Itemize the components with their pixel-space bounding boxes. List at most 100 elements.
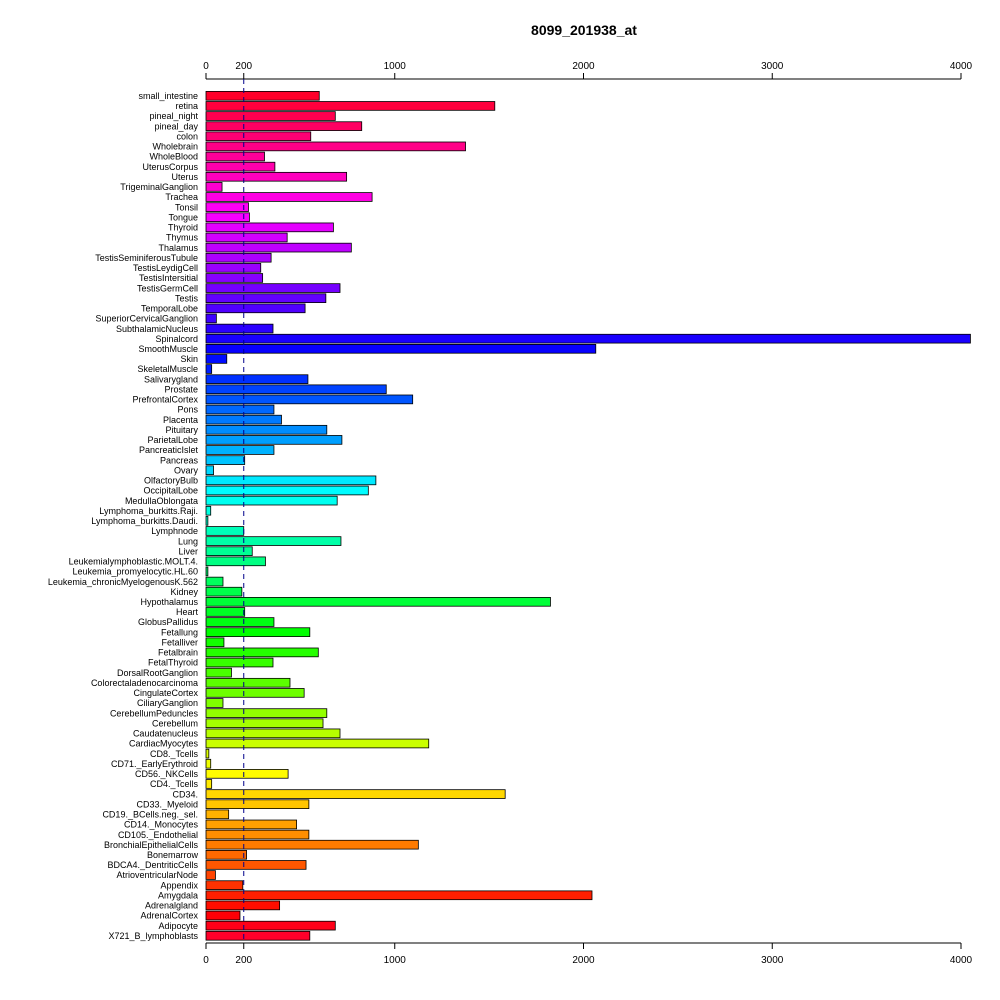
category-label: CD19._BCells.neg._sel.: [102, 810, 198, 820]
category-label: Adipocyte: [158, 921, 198, 931]
category-label: CD33._Myeloid: [136, 799, 198, 809]
category-label: WholeBlood: [149, 152, 198, 162]
category-label: Leukemia_promyelocytic.HL.60: [72, 567, 198, 577]
bar: [205, 364, 213, 374]
category-label: TestisGermCell: [137, 283, 198, 293]
category-label: Colorectaladenocarcinoma: [91, 678, 198, 688]
bar: [205, 273, 264, 283]
bar: [205, 252, 272, 263]
top-tick-label: 200: [235, 61, 252, 72]
top-tick-label: 4000: [950, 61, 973, 72]
top-tick-label: 1000: [384, 61, 407, 72]
bar: [205, 698, 224, 708]
category-label: Trachea: [165, 192, 198, 202]
category-label: CD8._Tcells: [150, 749, 199, 759]
bar: [205, 333, 971, 344]
bottom-x-axis: 0 200 1000 2000 3000 4000: [203, 942, 973, 966]
bar: [205, 829, 310, 840]
bottom-tick-label: 2000: [572, 955, 595, 966]
category-label: Lung: [178, 536, 198, 546]
category-label: CD56._NKCells: [135, 769, 199, 779]
category-label: CingulateCortex: [133, 688, 198, 698]
bar: [205, 192, 373, 202]
bar: [205, 394, 414, 405]
top-x-axis: 0 200 1000 2000 3000 4000: [203, 61, 973, 80]
bar: [205, 870, 216, 880]
bar: [205, 354, 228, 364]
category-label: Amygdala: [158, 890, 198, 900]
category-label: Liver: [178, 546, 198, 556]
category-label: Hypothalamus: [140, 597, 198, 607]
bottom-tick-label: 0: [203, 955, 209, 966]
bar: [205, 677, 291, 688]
bar: [205, 728, 341, 739]
category-label: Adrenalgland: [145, 901, 198, 911]
bar: [205, 850, 247, 860]
category-label: OccipitalLobe: [143, 486, 198, 496]
category-label: Fetalliver: [161, 637, 198, 647]
bottom-tick-label: 200: [235, 955, 252, 966]
bar: [205, 556, 266, 567]
bar: [205, 860, 307, 870]
bar: [205, 627, 311, 637]
top-tick-label: 0: [203, 61, 209, 72]
top-tick-label: 2000: [572, 61, 595, 72]
category-label: Prostate: [164, 384, 198, 394]
bar: [205, 799, 310, 809]
category-label: Fetalbrain: [158, 648, 198, 658]
bar: [205, 182, 223, 192]
bar: [205, 758, 212, 769]
bar: [205, 930, 311, 941]
category-label: Appendix: [160, 880, 198, 890]
bar: [205, 374, 309, 384]
category-label: Tonsil: [175, 202, 198, 212]
bar: [205, 900, 281, 911]
bar: [205, 202, 249, 212]
bar: [205, 111, 336, 121]
category-label: UterusCorpus: [142, 162, 198, 172]
category-label: Skin: [180, 354, 198, 364]
bar: [205, 242, 352, 253]
bar: [205, 384, 387, 395]
category-label: Placenta: [163, 415, 198, 425]
bar: [205, 637, 225, 648]
bar: [205, 667, 232, 678]
category-label: Thalamus: [158, 243, 198, 253]
bar: [205, 404, 275, 415]
bar: [205, 323, 274, 334]
bar: [205, 465, 214, 476]
bar: [205, 708, 328, 718]
bar: [205, 121, 363, 131]
bar: [205, 546, 253, 556]
bar: [205, 748, 210, 759]
category-label: GlobusPallidus: [138, 617, 199, 627]
category-label: CerebellumPeduncles: [110, 708, 199, 718]
category-label: CardiacMyocytes: [129, 739, 199, 749]
bar: [205, 586, 243, 597]
category-label: ParietalLobe: [147, 435, 198, 445]
bar: [205, 455, 246, 465]
bar: [205, 647, 319, 658]
top-tick-label: 3000: [761, 61, 784, 72]
category-label: Uterus: [171, 172, 198, 182]
bar: [205, 779, 213, 789]
category-labels: small_intestineretinapineal_nightpineal_…: [48, 91, 199, 941]
category-label: Tongue: [168, 212, 198, 222]
bar: [205, 536, 342, 546]
bar: [205, 576, 224, 587]
category-label: Pancreas: [160, 455, 199, 465]
category-label: Lymphoma_burkitts.Daudi.: [91, 516, 198, 526]
bar: [205, 718, 324, 729]
category-label: Thyroid: [168, 223, 198, 233]
bar: [205, 880, 244, 890]
category-label: FetalThyroid: [148, 658, 198, 668]
bottom-tick-label: 4000: [950, 955, 973, 966]
category-label: retina: [175, 101, 198, 111]
category-label: CD34.: [172, 789, 198, 799]
bar: [205, 789, 506, 799]
bottom-tick-label: 1000: [384, 955, 407, 966]
bar: [205, 151, 265, 162]
category-label: Ovary: [174, 465, 199, 475]
category-label: SkeletalMuscle: [137, 364, 198, 374]
